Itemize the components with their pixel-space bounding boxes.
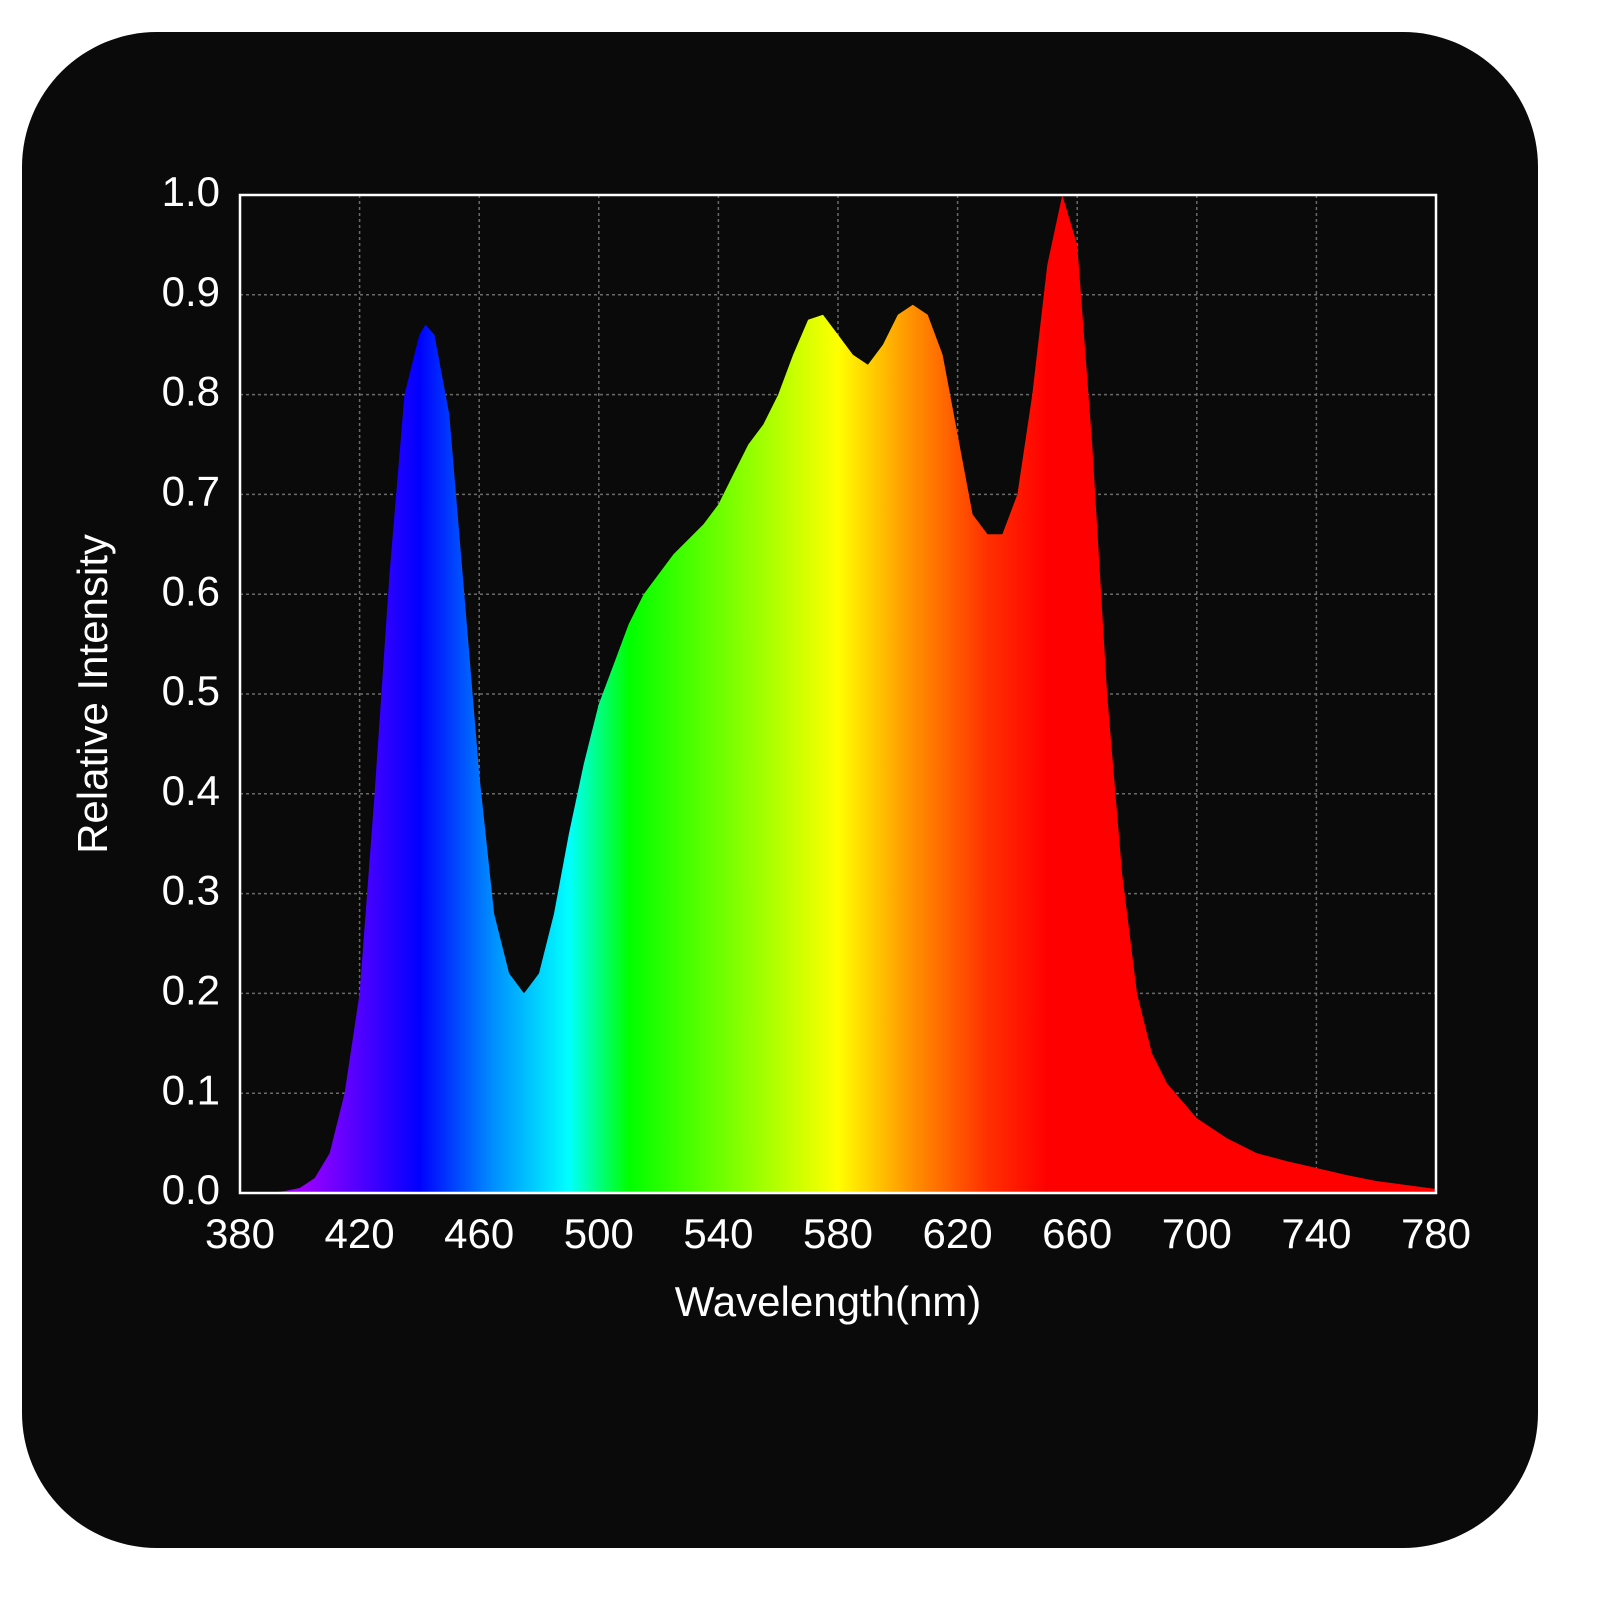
y-tick-label: 0.9 <box>162 268 220 315</box>
y-tick-label: 0.5 <box>162 667 220 714</box>
x-tick-label: 620 <box>923 1210 993 1257</box>
y-tick-label: 0.1 <box>162 1066 220 1113</box>
x-tick-label: 380 <box>205 1210 275 1257</box>
y-tick-label: 1.0 <box>162 168 220 215</box>
y-axis-label: Relative Intensity <box>69 534 116 854</box>
x-tick-label: 420 <box>325 1210 395 1257</box>
x-axis-label: Wavelength(nm) <box>675 1278 982 1325</box>
y-tick-label: 0.3 <box>162 867 220 914</box>
x-tick-label: 580 <box>803 1210 873 1257</box>
x-tick-label: 460 <box>444 1210 514 1257</box>
y-tick-label: 0.0 <box>162 1166 220 1213</box>
y-tick-label: 0.8 <box>162 368 220 415</box>
y-tick-label: 0.6 <box>162 567 220 614</box>
x-tick-label: 700 <box>1162 1210 1232 1257</box>
x-tick-label: 740 <box>1281 1210 1351 1257</box>
x-tick-label: 780 <box>1401 1210 1471 1257</box>
y-tick-label: 0.4 <box>162 767 220 814</box>
x-tick-label: 500 <box>564 1210 634 1257</box>
spectrum-area <box>240 195 1436 1193</box>
y-tick-label: 0.7 <box>162 467 220 514</box>
y-tick-label: 0.2 <box>162 966 220 1013</box>
x-tick-label: 660 <box>1042 1210 1112 1257</box>
plot-frame <box>238 193 1438 1195</box>
x-tick-label: 540 <box>683 1210 753 1257</box>
